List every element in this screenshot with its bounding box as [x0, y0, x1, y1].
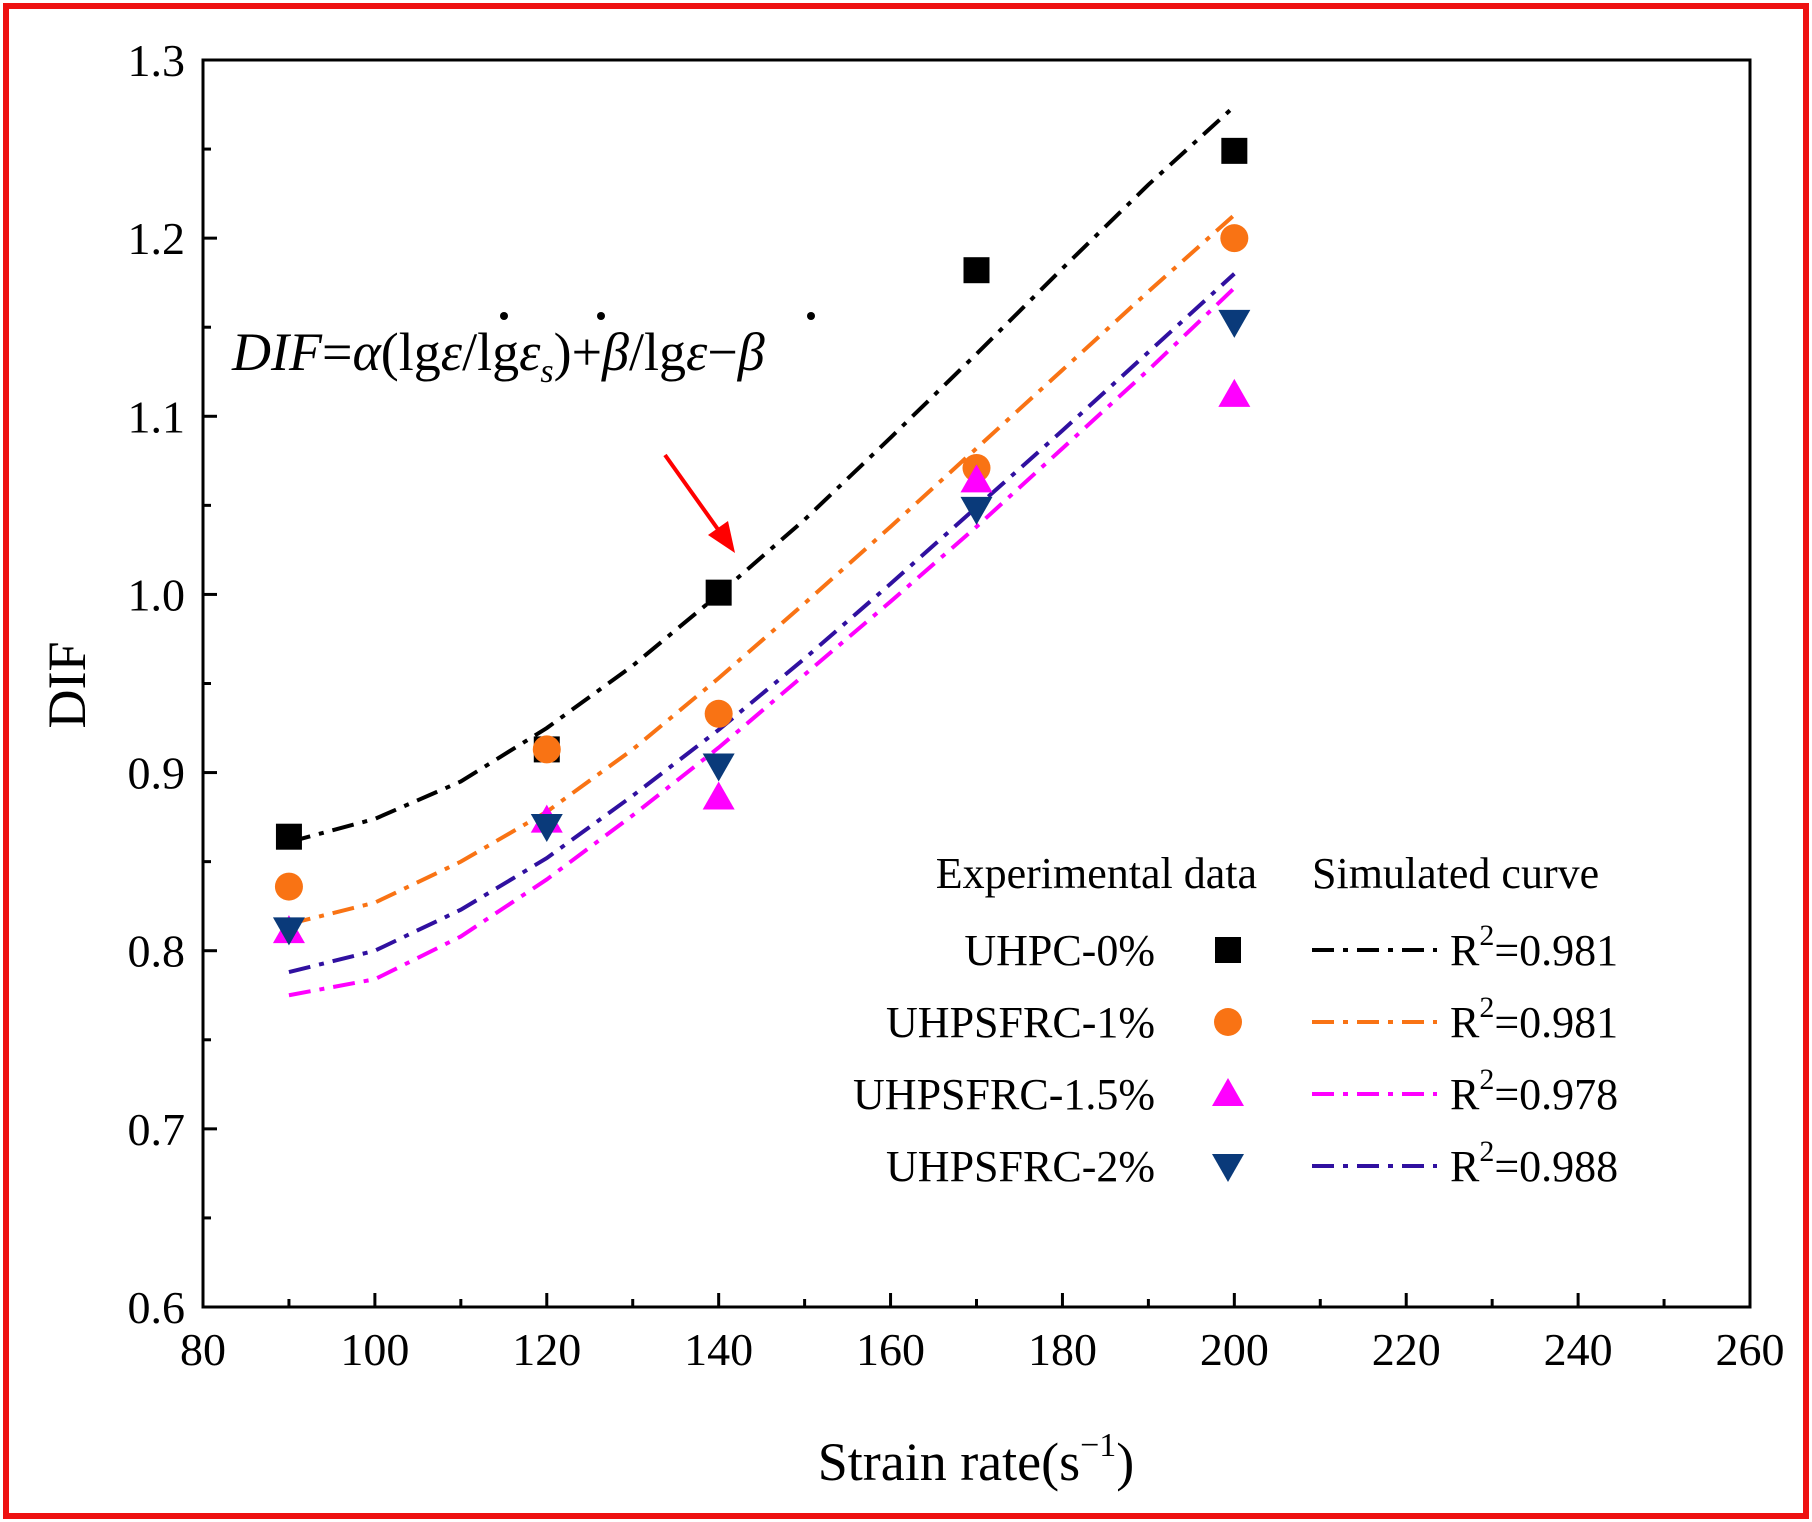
data-point-UHPSFRC-1%	[704, 699, 733, 728]
data-point-UHPSFRC-2%	[530, 814, 563, 843]
legend-marker-UHPSFRC-1%	[1214, 1008, 1242, 1036]
x-tick-label: 240	[1544, 1324, 1613, 1375]
x-tick-label: 260	[1716, 1324, 1785, 1375]
data-point-UHPSFRC-2%	[960, 496, 993, 525]
dot-over-epsilon-3	[807, 312, 815, 320]
y-tick-label: 1.0	[128, 569, 186, 620]
x-tick-label: 160	[856, 1324, 925, 1375]
outer-red-frame	[3, 3, 1809, 1519]
data-point-UHPC-0%	[275, 823, 302, 850]
y-tick-label: 0.7	[128, 1104, 186, 1155]
y-tick-label: 1.1	[128, 391, 186, 442]
fit-curves	[288, 104, 1236, 998]
x-tick-label: 220	[1372, 1324, 1441, 1375]
formula-annotation: DIF=α(lgε/lgεs)+β/lgε−β	[231, 322, 765, 390]
x-tick-label: 80	[180, 1324, 226, 1375]
legend-label-UHPC-0%: UHPC-0%	[964, 926, 1155, 975]
x-tick-label: 100	[340, 1324, 409, 1375]
x-tick-label: 180	[1028, 1324, 1097, 1375]
legend-header-experimental: Experimental data	[936, 849, 1257, 898]
data-point-UHPSFRC-1.5%	[702, 781, 735, 810]
data-point-UHPSFRC-1.5%	[960, 464, 993, 493]
dot-over-epsilon-1	[500, 312, 508, 320]
legend-r2-UHPSFRC-1%: R2=0.981	[1450, 991, 1618, 1047]
data-point-UHPSFRC-1%	[1220, 224, 1249, 253]
y-axis-ticks: 0.6 0.7 0.8 0.9 1.0 1.1 1.2 1.3	[128, 35, 217, 1333]
data-point-UHPSFRC-1%	[274, 872, 303, 901]
data-markers	[272, 137, 1251, 946]
data-point-UHPC-0%	[963, 257, 990, 284]
legend: Experimental data Simulated curve UHPC-0…	[853, 849, 1618, 1191]
x-tick-label: 140	[684, 1324, 753, 1375]
legend-marker-UHPC-0%	[1215, 937, 1241, 963]
x-axis-title: Strain rate(s−1)	[818, 1427, 1135, 1492]
data-point-UHPSFRC-2%	[1218, 309, 1251, 338]
x-axis-ticks: 80 100 120 140 160 180 200 220 240 260	[180, 1293, 1785, 1375]
plot-area	[201, 58, 1752, 1309]
fit-line-UHPSFRC-1.5%	[288, 286, 1236, 998]
legend-marker-UHPSFRC-2%	[1212, 1154, 1244, 1182]
legend-label-UHPSFRC-1.5%: UHPSFRC-1.5%	[853, 1070, 1155, 1119]
data-point-UHPSFRC-2%	[702, 753, 735, 782]
legend-label-UHPSFRC-1%: UHPSFRC-1%	[886, 998, 1155, 1047]
x-tick-label: 120	[512, 1324, 581, 1375]
y-tick-label: 0.9	[128, 748, 186, 799]
y-tick-label: 0.8	[128, 926, 186, 977]
data-point-UHPSFRC-1%	[532, 735, 561, 764]
y-axis-title: DIF	[37, 641, 97, 728]
legend-r2-UHPSFRC-2%: R2=0.988	[1450, 1135, 1618, 1191]
y-tick-label: 1.2	[128, 213, 186, 264]
y-tick-label: 1.3	[128, 35, 186, 86]
data-point-UHPSFRC-1.5%	[1218, 378, 1251, 407]
legend-marker-UHPSFRC-1.5%	[1212, 1078, 1244, 1106]
fit-line-UHPC-0%	[288, 104, 1236, 844]
fit-line-UHPSFRC-2%	[288, 272, 1236, 975]
legend-r2-UHPC-0%: R2=0.981	[1450, 919, 1618, 975]
legend-r2-UHPSFRC-1.5%: R2=0.978	[1450, 1063, 1618, 1119]
legend-header-simulated: Simulated curve	[1312, 849, 1599, 898]
data-point-UHPC-0%	[705, 579, 732, 606]
data-point-UHPC-0%	[1221, 137, 1248, 164]
fit-line-UHPSFRC-1%	[288, 213, 1236, 926]
annotation-arrow	[663, 453, 735, 553]
y-tick-label: 0.6	[128, 1282, 186, 1333]
dot-over-epsilon-2	[597, 312, 605, 320]
legend-label-UHPSFRC-2%: UHPSFRC-2%	[886, 1142, 1155, 1191]
data-point-UHPSFRC-2%	[272, 917, 305, 946]
x-tick-label: 200	[1200, 1324, 1269, 1375]
